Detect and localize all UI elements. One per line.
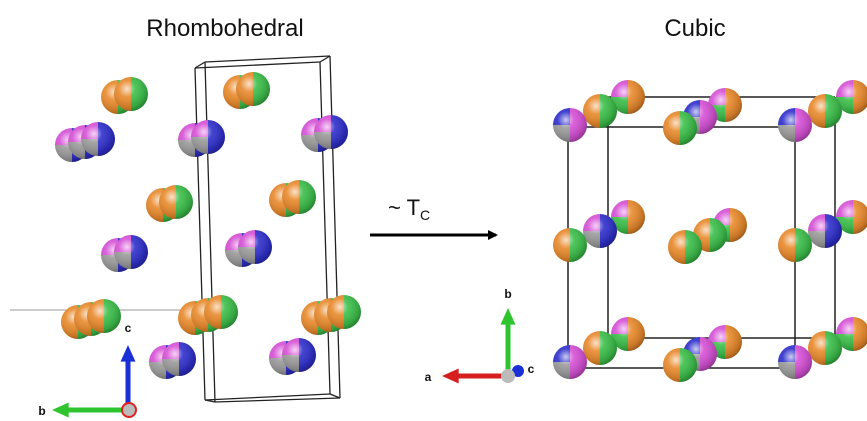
atom — [191, 120, 225, 154]
axis-c-head — [121, 345, 136, 362]
atom-shade — [87, 299, 121, 333]
atom — [282, 180, 316, 214]
axis-label: a — [425, 370, 432, 384]
axis-label: c — [528, 362, 535, 376]
cell-edge — [205, 56, 330, 62]
atom — [583, 331, 617, 365]
page: Rhombohedral Cubic cbbac ~ TC (() => { c… — [0, 0, 867, 421]
atom-shade — [778, 108, 812, 142]
atom-shade — [808, 331, 842, 365]
atom — [663, 348, 697, 382]
atom-shade — [583, 214, 617, 248]
atom-shade — [808, 214, 842, 248]
atom-shade — [553, 345, 587, 379]
atom-shade — [663, 348, 697, 382]
atom — [87, 299, 121, 333]
atom — [282, 338, 316, 372]
atom-shade — [778, 345, 812, 379]
transition-label: ~ TC — [388, 195, 430, 223]
atom — [553, 108, 587, 142]
atom — [808, 331, 842, 365]
atom-shade — [159, 185, 193, 219]
atom-shade — [236, 72, 270, 106]
atom — [553, 345, 587, 379]
atom — [808, 94, 842, 128]
axis-label: c — [125, 321, 132, 335]
atom-shade — [327, 295, 361, 329]
atom — [668, 230, 702, 264]
cell-edge — [330, 394, 340, 398]
transition-text: ~ T — [388, 195, 420, 220]
atom-shade — [114, 235, 148, 269]
atom-shade — [663, 111, 697, 145]
atom — [238, 230, 272, 264]
atom-shade — [314, 115, 348, 149]
axis-origin — [501, 369, 515, 383]
atom-shade — [553, 108, 587, 142]
atom — [204, 295, 238, 329]
atom-shade — [808, 94, 842, 128]
cell-edge — [330, 56, 340, 398]
atom — [114, 235, 148, 269]
atom-shade — [583, 331, 617, 365]
atom — [553, 228, 587, 262]
figure: Rhombohedral Cubic c b b a c ~ TC — [0, 0, 867, 421]
atom-shade — [668, 230, 702, 264]
atom-shade — [204, 295, 238, 329]
atom — [327, 295, 361, 329]
atom-shade — [553, 228, 587, 262]
atom — [159, 185, 193, 219]
title-left: Rhombohedral — [146, 15, 303, 42]
atom — [663, 111, 697, 145]
axis-label: b — [504, 287, 511, 301]
structures: c b b a c — [38, 56, 867, 418]
title-right: Cubic — [664, 15, 725, 42]
atom — [808, 214, 842, 248]
axis-label: b — [38, 404, 45, 418]
atom-shade — [778, 228, 812, 262]
atom — [583, 214, 617, 248]
atom — [778, 345, 812, 379]
atom — [162, 342, 196, 376]
atom — [81, 122, 115, 156]
cell-edge — [195, 68, 205, 400]
atom-shade — [282, 338, 316, 372]
atom — [778, 228, 812, 262]
atom — [236, 72, 270, 106]
axis-origin — [122, 403, 136, 417]
cell-edge — [205, 62, 215, 402]
atom-shade — [238, 230, 272, 264]
atom-shade — [583, 94, 617, 128]
axis-a-head — [442, 369, 459, 384]
atom-shade — [114, 77, 148, 111]
atom-shade — [282, 180, 316, 214]
transition-subscript: C — [420, 207, 430, 223]
atom — [778, 108, 812, 142]
atom — [114, 77, 148, 111]
atom-shade — [162, 342, 196, 376]
cell-edge — [195, 62, 320, 68]
cell-edge — [320, 62, 330, 394]
axis-b-head — [52, 403, 69, 418]
axis-b-head — [501, 308, 516, 325]
atom — [314, 115, 348, 149]
atom-shade — [81, 122, 115, 156]
atom — [583, 94, 617, 128]
atom-shade — [191, 120, 225, 154]
